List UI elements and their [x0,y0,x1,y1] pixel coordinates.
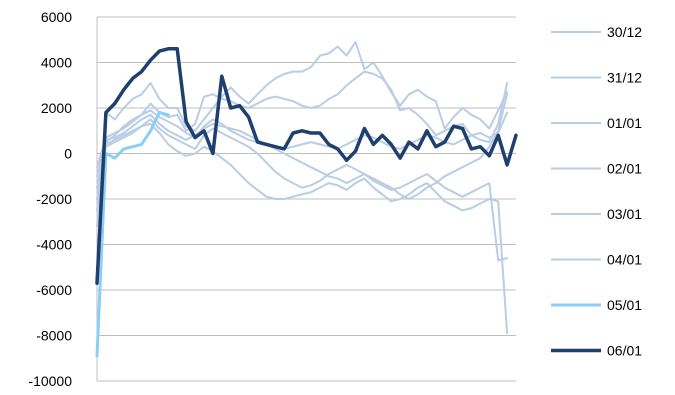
legend-label: 02/01 [607,161,642,177]
legend-label: 03/01 [607,206,642,222]
y-tick-label: 2000 [41,100,72,116]
y-tick-label: -2000 [36,191,72,207]
legend-label: 06/01 [607,343,642,359]
y-tick-label: -4000 [36,237,72,253]
y-axis: 6000 4000 2000 0 -2000 -4000 -6000 -8000 -10000 [28,9,98,389]
series-line-05-01 [95,111,170,358]
legend-label: 01/01 [607,115,642,131]
gridlines [97,16,516,382]
y-tick-label: -8000 [36,328,72,344]
legend-label: 31/12 [607,70,642,86]
legend-label: 04/01 [607,252,642,268]
legend: 30/12 31/12 01/01 02/01 03/01 04/01 05/01 06/01 [551,24,642,359]
y-tick-label: 0 [64,146,72,162]
series-line-30-12 [96,41,509,228]
series-lines [95,41,518,358]
series-line-02-01 [96,93,509,200]
series-line-31-12 [96,70,509,169]
y-tick-label: -10000 [28,373,72,389]
series-line-01-01 [96,109,509,189]
legend-label: 30/12 [607,24,642,40]
y-tick-label: -6000 [36,282,72,298]
series-line-03-01 [96,122,509,335]
y-tick-label: 4000 [41,55,72,71]
series-line-06-01 [95,47,518,285]
legend-label: 05/01 [607,297,642,313]
series-line-04-01 [96,113,509,262]
y-tick-label: 6000 [41,9,72,25]
